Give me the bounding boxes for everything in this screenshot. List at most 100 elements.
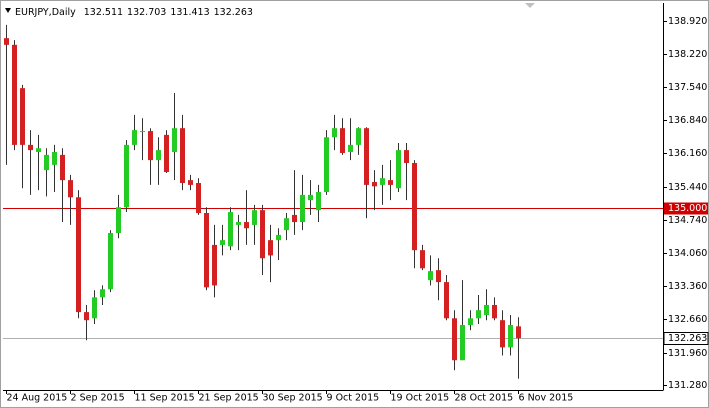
candle-body <box>484 304 489 315</box>
candle-body <box>228 212 233 247</box>
candle-body <box>436 270 441 283</box>
candle-body <box>36 148 41 153</box>
candle-body <box>100 289 105 298</box>
candle-body <box>204 213 209 288</box>
candle-body <box>460 324 465 361</box>
y-tick-label: 136.840 <box>668 115 707 126</box>
header: EURJPY,Daily 132.511 132.703 131.413 132.263 <box>15 7 253 18</box>
candle-body <box>52 152 57 165</box>
candle-body <box>44 154 49 171</box>
candle-body <box>492 304 497 319</box>
candle-body <box>4 38 9 45</box>
candle-body <box>252 210 257 225</box>
candle-body <box>164 134 169 173</box>
candle-body <box>404 150 409 163</box>
candle-body <box>244 222 249 229</box>
level-label-box <box>664 202 708 215</box>
candle-body <box>452 318 457 361</box>
candle-body <box>444 282 449 319</box>
candle-body <box>372 182 377 187</box>
candle-body <box>84 312 89 321</box>
candle-body <box>468 318 473 325</box>
symbol-title: EURJPY,Daily <box>15 7 76 18</box>
candle-body <box>396 150 401 189</box>
y-tick-label: 134.740 <box>668 215 707 226</box>
candle-body <box>116 207 121 234</box>
candle-body <box>156 150 161 161</box>
candle-body <box>76 197 81 313</box>
level-label: 135.000 <box>668 203 707 214</box>
menu-arrow[interactable] <box>5 8 11 13</box>
header-high: 132.703 <box>127 7 166 18</box>
candle-body <box>308 194 313 201</box>
candle-body <box>20 88 25 145</box>
candle-body <box>268 240 273 256</box>
x-tick-label: 21 Sep 2015 <box>199 393 259 404</box>
y-tick-label: 138.920 <box>668 16 707 27</box>
candle-body <box>348 144 353 153</box>
candle-body <box>508 324 513 348</box>
y-tick-label: 131.960 <box>668 348 707 359</box>
candle-body <box>124 144 129 208</box>
candle-body <box>284 218 289 231</box>
candle-body <box>260 210 265 259</box>
x-tick-label: 30 Sep 2015 <box>263 393 323 404</box>
y-tick-label: 134.060 <box>668 248 707 259</box>
candle-body <box>60 154 65 181</box>
x-tick-label: 9 Oct 2015 <box>327 393 380 404</box>
candle-body <box>428 271 433 281</box>
shift-marker <box>525 3 535 8</box>
candle-body <box>140 131 145 133</box>
candle-body <box>388 180 393 185</box>
candle-body <box>476 310 481 319</box>
candle-body <box>276 234 281 241</box>
candle-body <box>316 192 321 211</box>
y-tick-label: 137.540 <box>668 82 707 93</box>
header-close: 132.263 <box>214 7 253 18</box>
candle-body <box>196 182 201 214</box>
x-tick-label: 19 Oct 2015 <box>391 393 450 404</box>
candle-body <box>220 240 225 245</box>
candle-body <box>68 180 73 198</box>
candle-body <box>364 128 369 185</box>
candle-body <box>180 128 185 183</box>
x-tick-label: 6 Nov 2015 <box>519 393 574 404</box>
y-tick-label: 133.360 <box>668 281 707 292</box>
candle-body <box>12 44 17 145</box>
candle-body <box>108 233 113 290</box>
y-tick-label: 132.660 <box>668 314 707 325</box>
candle-body <box>188 180 193 185</box>
x-tick-label: 11 Sep 2015 <box>135 393 195 404</box>
candle-body <box>28 144 33 151</box>
candle-body <box>148 131 153 161</box>
candle-body <box>356 128 361 145</box>
x-tick-label: 28 Oct 2015 <box>455 393 514 404</box>
candle-body <box>236 222 241 225</box>
candle-body <box>332 128 337 138</box>
y-tick-label: 131.280 <box>668 380 707 391</box>
candle-body <box>92 297 97 319</box>
candle-body <box>380 178 385 185</box>
candle-body <box>292 214 297 223</box>
x-tick-label: 2 Sep 2015 <box>71 393 125 404</box>
candle-body <box>212 244 217 286</box>
candle-body <box>324 137 329 193</box>
candle-body <box>340 128 345 153</box>
candle-body <box>420 250 425 269</box>
header-open: 132.511 <box>84 7 123 18</box>
current-price-box <box>663 332 709 345</box>
candle-body <box>172 128 177 153</box>
candle-body <box>300 194 305 223</box>
candle-body <box>412 162 417 251</box>
candle-body <box>132 130 137 145</box>
candle-body <box>500 320 505 348</box>
x-tick-label: 24 Aug 2015 <box>7 393 68 404</box>
y-tick-label: 135.440 <box>668 182 707 193</box>
y-tick-label: 138.220 <box>668 49 707 60</box>
current-price-label: 132.263 <box>668 333 707 344</box>
candle-body <box>516 326 521 339</box>
header-low: 131.413 <box>170 7 209 18</box>
